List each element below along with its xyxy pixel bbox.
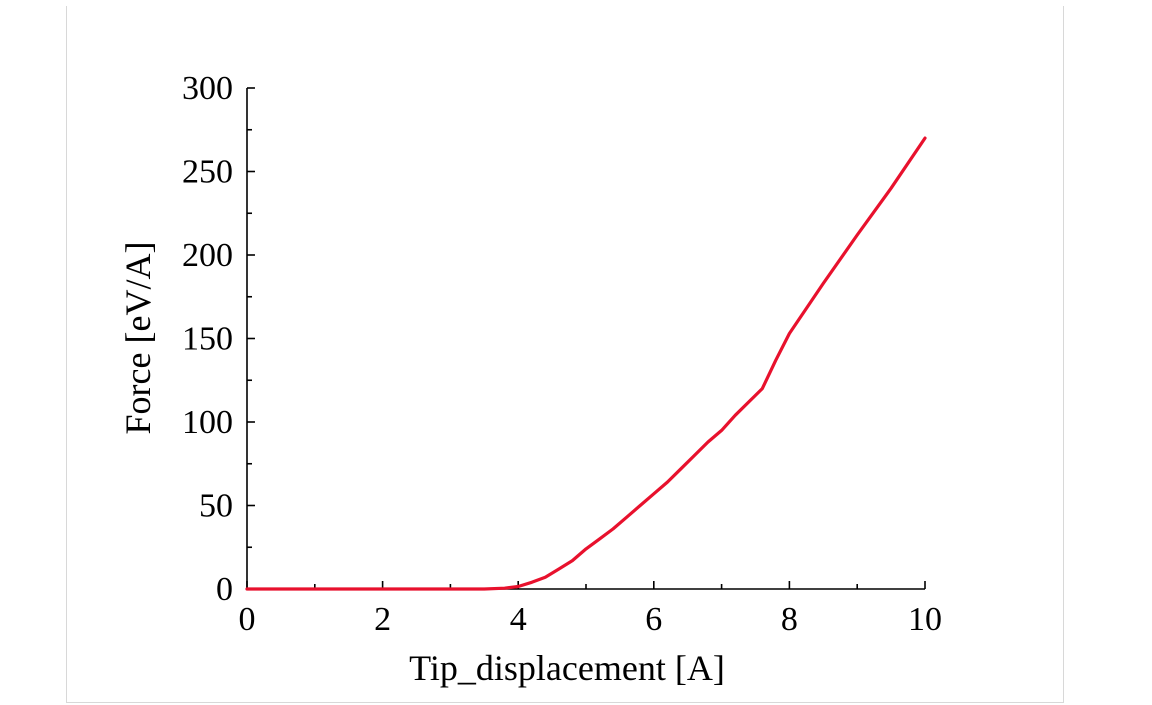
x-tick-label: 4 (510, 601, 527, 638)
y-tick-label: 250 (182, 154, 233, 191)
x-tick-label: 6 (645, 601, 662, 638)
y-tick-label: 100 (182, 404, 233, 441)
x-axis-title: Tip_displacement [A] (409, 648, 725, 688)
y-tick-label: 200 (182, 237, 233, 274)
x-tick-label: 2 (374, 601, 391, 638)
x-tick-label: 0 (239, 601, 256, 638)
y-tick-label: 50 (199, 488, 233, 525)
series-force-curve (245, 136, 927, 591)
y-tick-label: 150 (182, 321, 233, 358)
x-tick-label: 8 (781, 601, 798, 638)
y-tick-label: 0 (216, 571, 233, 608)
y-axis-title: Force [eV/A] (118, 242, 158, 435)
y-tick-label: 300 (182, 70, 233, 107)
x-tick-label: 10 (908, 601, 942, 638)
figure-frame (66, 6, 1064, 703)
